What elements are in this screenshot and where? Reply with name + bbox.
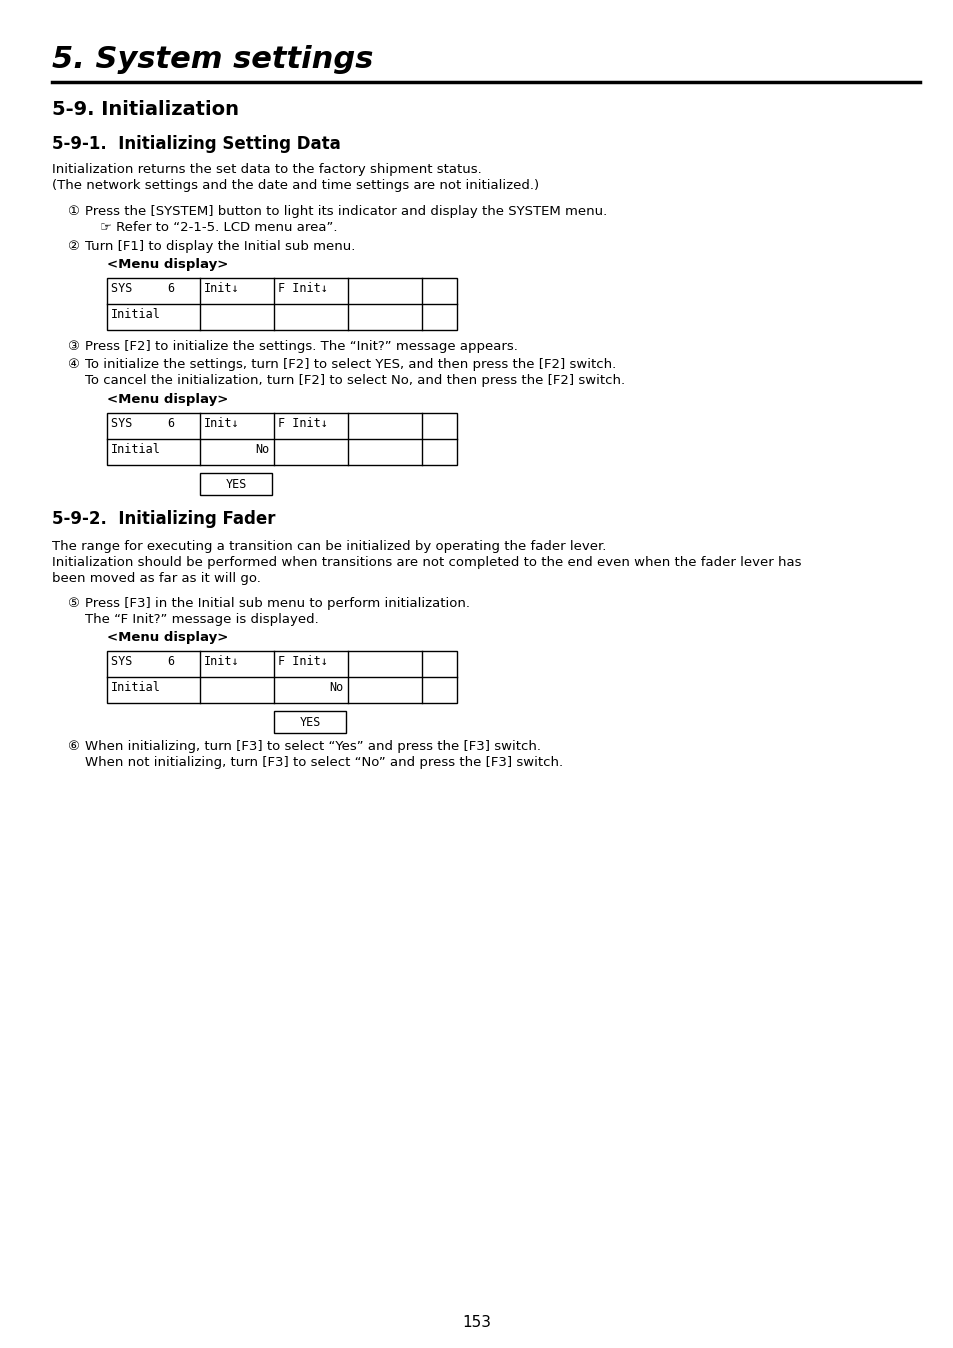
Text: been moved as far as it will go.: been moved as far as it will go.: [52, 572, 260, 585]
Text: Initialization should be performed when transitions are not completed to the end: Initialization should be performed when …: [52, 555, 801, 569]
Bar: [200, 473, 272, 495]
Text: SYS     6: SYS 6: [111, 417, 175, 430]
Text: 5. System settings: 5. System settings: [52, 44, 373, 74]
Text: <Menu display>: <Menu display>: [107, 257, 228, 271]
Bar: [107, 651, 456, 704]
Text: Init↓: Init↓: [204, 655, 239, 669]
Text: ①: ①: [67, 205, 79, 218]
Text: Initial: Initial: [111, 443, 161, 456]
Text: To initialize the settings, turn [F2] to select YES, and then press the [F2] swi: To initialize the settings, turn [F2] to…: [85, 359, 616, 371]
Text: ②: ②: [67, 240, 79, 253]
Text: F Init↓: F Init↓: [277, 417, 328, 430]
Text: To cancel the initialization, turn [F2] to select No, and then press the [F2] sw: To cancel the initialization, turn [F2] …: [85, 373, 624, 387]
Text: The “F Init?” message is displayed.: The “F Init?” message is displayed.: [85, 613, 318, 625]
Text: YES: YES: [225, 477, 247, 491]
Text: ④: ④: [67, 359, 79, 371]
Text: Init↓: Init↓: [204, 282, 239, 295]
Text: Initial: Initial: [111, 307, 161, 321]
Text: When not initializing, turn [F3] to select “No” and press the [F3] switch.: When not initializing, turn [F3] to sele…: [85, 756, 562, 768]
Text: 153: 153: [462, 1316, 491, 1330]
Bar: [107, 278, 456, 330]
Text: ⑥: ⑥: [67, 740, 79, 754]
Text: Press the [SYSTEM] button to light its indicator and display the SYSTEM menu.: Press the [SYSTEM] button to light its i…: [85, 205, 607, 218]
Text: <Menu display>: <Menu display>: [107, 394, 228, 406]
Text: (The network settings and the date and time settings are not initialized.): (The network settings and the date and t…: [52, 179, 538, 191]
Text: No: No: [255, 443, 270, 456]
Text: Initial: Initial: [111, 681, 161, 694]
Text: ☞ Refer to “2-1-5. LCD menu area”.: ☞ Refer to “2-1-5. LCD menu area”.: [100, 221, 337, 235]
Text: Initialization returns the set data to the factory shipment status.: Initialization returns the set data to t…: [52, 163, 481, 177]
Text: F Init↓: F Init↓: [277, 282, 328, 295]
Text: 5-9. Initialization: 5-9. Initialization: [52, 100, 239, 119]
Text: When initializing, turn [F3] to select “Yes” and press the [F3] switch.: When initializing, turn [F3] to select “…: [85, 740, 540, 754]
Text: 5-9-2.  Initializing Fader: 5-9-2. Initializing Fader: [52, 510, 275, 528]
Text: No: No: [330, 681, 344, 694]
Text: YES: YES: [299, 716, 320, 728]
Text: Press [F2] to initialize the settings. The “Init?” message appears.: Press [F2] to initialize the settings. T…: [85, 340, 517, 353]
Bar: [107, 412, 456, 465]
Text: Init↓: Init↓: [204, 417, 239, 430]
Text: 5-9-1.  Initializing Setting Data: 5-9-1. Initializing Setting Data: [52, 135, 340, 154]
Text: F Init↓: F Init↓: [277, 655, 328, 669]
Text: <Menu display>: <Menu display>: [107, 631, 228, 644]
Bar: [274, 710, 346, 733]
Text: SYS     6: SYS 6: [111, 282, 175, 295]
Text: The range for executing a transition can be initialized by operating the fader l: The range for executing a transition can…: [52, 541, 606, 553]
Text: Turn [F1] to display the Initial sub menu.: Turn [F1] to display the Initial sub men…: [85, 240, 355, 253]
Text: SYS     6: SYS 6: [111, 655, 175, 669]
Text: Press [F3] in the Initial sub menu to perform initialization.: Press [F3] in the Initial sub menu to pe…: [85, 597, 470, 611]
Text: ③: ③: [67, 340, 79, 353]
Text: ⑤: ⑤: [67, 597, 79, 611]
